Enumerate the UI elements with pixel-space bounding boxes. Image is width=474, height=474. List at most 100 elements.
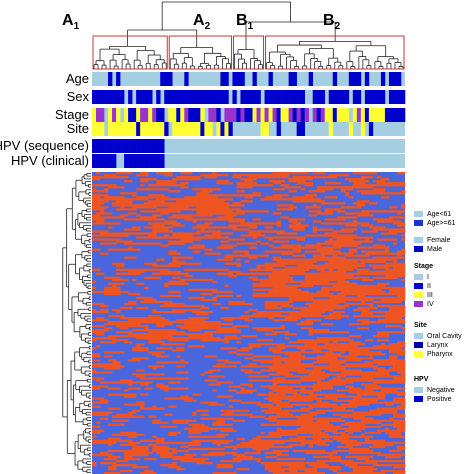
heatmap-cell [356, 357, 374, 360]
heatmap-cell [188, 429, 193, 433]
heatmap-cell [128, 192, 137, 195]
heatmap-cell [168, 240, 181, 243]
heatmap-cell [160, 236, 169, 239]
heatmap-cell [216, 381, 233, 384]
heatmap-cell [296, 284, 313, 288]
heatmap-cell [348, 455, 366, 459]
heatmap-cell [276, 463, 285, 467]
heatmap-cell [280, 250, 289, 253]
heatmap-cell [260, 280, 273, 284]
heatmap-cell [236, 186, 241, 189]
heatmap-cell [388, 349, 394, 352]
heatmap-cell [348, 339, 354, 342]
heatmap-cell [388, 367, 402, 370]
heatmap-cell [288, 292, 305, 296]
annotation-cell [188, 90, 193, 104]
heatmap-cell [128, 333, 133, 336]
heatmap-cell [268, 433, 281, 437]
heatmap-cell [292, 228, 305, 231]
heatmap-cell [360, 461, 378, 465]
heatmap-cell [148, 320, 153, 324]
annotation-cell [284, 90, 289, 104]
heatmap-cell [328, 282, 342, 286]
heatmap-cell [264, 294, 273, 298]
heatmap-cell [112, 232, 129, 235]
legend-title-site: Site [414, 322, 427, 329]
heatmap-cell [260, 405, 273, 408]
heatmap-cell [268, 417, 277, 420]
annotation-cell [232, 72, 237, 86]
heatmap-cell [368, 246, 386, 249]
heatmap-cell [224, 284, 229, 288]
heatmap-cell [280, 244, 285, 247]
heatmap-cell [136, 375, 145, 378]
heatmap-cell [336, 405, 350, 408]
heatmap-cell [212, 206, 221, 209]
heatmap-cell [348, 413, 362, 416]
heatmap-cell [388, 375, 402, 378]
heatmap-cell [276, 278, 293, 282]
heatmap-cell [188, 345, 201, 348]
heatmap-cell [256, 441, 269, 445]
heatmap-cell [384, 453, 402, 457]
heatmap-cell [252, 445, 269, 449]
heatmap-cell [376, 471, 386, 474]
heatmap-cell [244, 234, 257, 237]
heatmap-cell [384, 316, 402, 320]
heatmap-cell [304, 343, 318, 346]
heatmap-cell [284, 433, 297, 437]
heatmap-cell [264, 333, 269, 336]
annotation-cell [96, 122, 101, 136]
heatmap-cell [364, 306, 378, 310]
heatmap-cell [300, 369, 309, 372]
heatmap-cell [176, 272, 189, 275]
heatmap-cell [212, 232, 221, 235]
heatmap-cell [180, 395, 189, 398]
heatmap-cell [272, 310, 281, 314]
heatmap-cell [360, 383, 378, 386]
heatmap-cell [400, 248, 406, 251]
heatmap-cell [320, 347, 334, 350]
heatmap-cell [192, 250, 201, 253]
heatmap-cell [384, 258, 398, 261]
heatmap-cell [92, 238, 109, 241]
heatmap-cell [204, 288, 217, 292]
heatmap-cell [352, 172, 366, 175]
annotation-cell [128, 122, 133, 136]
heatmap-cell [108, 467, 117, 471]
heatmap-cell [248, 379, 261, 382]
heatmap-cell [288, 345, 301, 348]
heatmap-cell [316, 351, 334, 354]
heatmap-cell [172, 258, 177, 261]
heatmap-cell [252, 314, 265, 318]
heatmap-cell [400, 403, 406, 406]
heatmap-cell [312, 294, 330, 298]
heatmap-cell [376, 439, 386, 443]
heatmap-cell [136, 449, 149, 453]
heatmap-cell [296, 182, 301, 185]
heatmap-cell [400, 270, 406, 273]
heatmap-cell [304, 278, 309, 282]
heatmap-cell [372, 264, 390, 267]
heatmap-cell [224, 409, 237, 412]
heatmap-cell [400, 373, 406, 376]
heatmap-cell [288, 469, 297, 473]
heatmap-cell [232, 212, 245, 215]
heatmap-cell [240, 242, 257, 245]
heatmap-cell [364, 339, 374, 342]
annotation-cell [132, 122, 137, 136]
heatmap-cell [320, 401, 330, 404]
annotation-cell [200, 90, 205, 104]
heatmap-cell [340, 423, 350, 426]
heatmap-cell [288, 180, 305, 183]
heatmap-cell [384, 339, 390, 342]
heatmap-cell [316, 421, 330, 424]
heatmap-cell [168, 198, 185, 201]
heatmap-cell [92, 377, 105, 380]
heatmap-cell [364, 190, 378, 193]
heatmap-cell [144, 471, 157, 474]
heatmap-cell [356, 246, 366, 249]
annotation-cell [160, 139, 165, 153]
heatmap-cell [364, 451, 382, 455]
heatmap-cell [252, 236, 257, 239]
